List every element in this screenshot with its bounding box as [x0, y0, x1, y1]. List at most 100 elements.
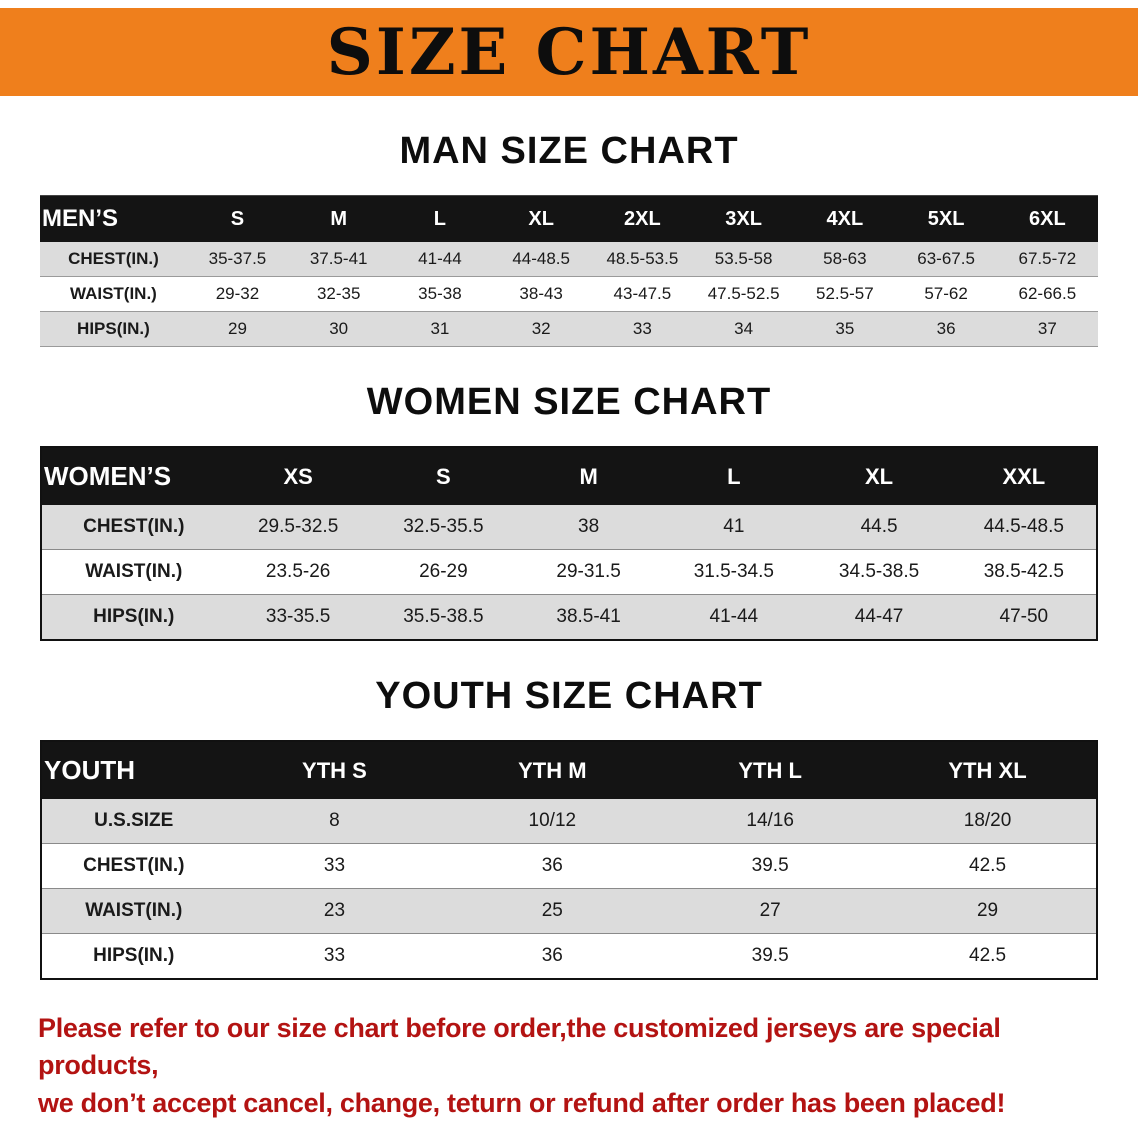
value-cell: 14/16	[661, 799, 880, 844]
value-cell: 38.5-41	[515, 594, 662, 641]
table-row: WAIST(IN.) 29-32 32-35 35-38 38-43 43-47.5 47.…	[40, 276, 1098, 312]
size-header-cell: 3XL	[693, 195, 795, 242]
value-cell: 25	[443, 888, 662, 934]
size-header-cell: L	[661, 447, 807, 505]
value-cell: 41-44	[661, 594, 807, 641]
value-cell: 10/12	[443, 799, 662, 844]
table-header-row: YOUTH YTH S YTH M YTH L YTH XL	[41, 741, 1097, 799]
size-header-cell: XL	[490, 195, 592, 242]
value-cell: 29	[879, 888, 1097, 934]
table-title-cell: YOUTH	[41, 741, 226, 799]
value-cell: 47-50	[951, 594, 1097, 641]
value-cell: 32.5-35.5	[370, 505, 516, 550]
value-cell: 38	[515, 505, 662, 550]
youth-size-section: YOUTH SIZE CHART YOUTH YTH S YTH M YTH L YTH…	[0, 675, 1138, 980]
value-cell: 31	[389, 311, 491, 347]
disclaimer-line-2: we don’t accept cancel, change, teturn o…	[38, 1087, 1006, 1118]
value-cell: 42.5	[879, 933, 1097, 980]
size-table: MEN’S S M L XL 2XL 3XL 4XL 5XL 6XL CHEST(IN.) 35-37…	[40, 195, 1098, 347]
size-header-cell: YTH M	[443, 741, 662, 799]
row-label-cell: CHEST(IN.)	[41, 843, 226, 889]
table-title-cell: MEN’S	[40, 195, 187, 242]
youth-section-heading: YOUTH SIZE CHART	[375, 675, 763, 717]
row-label-cell: HIPS(IN.)	[40, 311, 187, 347]
size-header-cell: M	[515, 447, 662, 505]
row-label-cell: HIPS(IN.)	[41, 594, 226, 641]
value-cell: 52.5-57	[794, 276, 896, 312]
value-cell: 33	[225, 843, 444, 889]
value-cell: 39.5	[661, 933, 880, 980]
value-cell: 44.5	[806, 505, 952, 550]
value-cell: 26-29	[370, 549, 516, 595]
value-cell: 41-44	[389, 242, 491, 277]
value-cell: 35-38	[389, 276, 491, 312]
size-header-cell: M	[288, 195, 390, 242]
value-cell: 57-62	[895, 276, 997, 312]
size-header-cell: 5XL	[895, 195, 997, 242]
size-header-cell: 4XL	[794, 195, 896, 242]
table-row: WAIST(IN.) 23 25 27 29	[41, 888, 1097, 934]
value-cell: 44-47	[806, 594, 952, 641]
value-cell: 63-67.5	[895, 242, 997, 277]
value-cell: 39.5	[661, 843, 880, 889]
size-header-cell: S	[186, 195, 289, 242]
women-size-section: WOMEN SIZE CHART WOMEN’S XS S M L XL XXL CHEST(…	[0, 381, 1138, 641]
value-cell: 48.5-53.5	[591, 242, 693, 277]
size-header-cell: XL	[806, 447, 952, 505]
table-title-cell: WOMEN’S	[41, 447, 226, 505]
value-cell: 58-63	[794, 242, 896, 277]
table-header-row: MEN’S S M L XL 2XL 3XL 4XL 5XL 6XL	[40, 195, 1098, 242]
value-cell: 33	[225, 933, 444, 980]
value-cell: 67.5-72	[996, 242, 1098, 277]
value-cell: 35	[794, 311, 896, 347]
value-cell: 44-48.5	[490, 242, 592, 277]
value-cell: 29-31.5	[515, 549, 662, 595]
value-cell: 27	[661, 888, 880, 934]
table-row: CHEST(IN.) 33 36 39.5 42.5	[41, 843, 1097, 889]
value-cell: 36	[443, 933, 662, 980]
banner-title: SIZE CHART	[326, 14, 812, 90]
value-cell: 34	[693, 311, 795, 347]
table-header-row: WOMEN’S XS S M L XL XXL	[41, 447, 1097, 505]
table-row: U.S.SIZE 8 10/12 14/16 18/20	[41, 799, 1097, 844]
row-label-cell: WAIST(IN.)	[41, 888, 226, 934]
value-cell: 32-35	[288, 276, 390, 312]
value-cell: 33	[591, 311, 693, 347]
table-row: HIPS(IN.) 29 30 31 32 33 34 35 36 37	[40, 311, 1098, 347]
order-disclaimer: Please refer to our size chart before or…	[38, 1010, 1100, 1122]
table-row: HIPS(IN.) 33 36 39.5 42.5	[41, 933, 1097, 980]
table-row: WAIST(IN.) 23.5-26 26-29 29-31.5 31.5-34.5 34…	[41, 549, 1097, 595]
value-cell: 29	[186, 311, 289, 347]
size-header-cell: L	[389, 195, 491, 242]
value-cell: 33-35.5	[225, 594, 371, 641]
size-header-cell: 2XL	[591, 195, 693, 242]
table-row: HIPS(IN.) 33-35.5 35.5-38.5 38.5-41 41-44 44-…	[41, 594, 1097, 641]
youth-size-table: YOUTH YTH S YTH M YTH L YTH XL U.S.SIZE 8 10/12…	[40, 740, 1098, 980]
row-label-cell: WAIST(IN.)	[40, 276, 187, 312]
value-cell: 53.5-58	[693, 242, 795, 277]
value-cell: 44.5-48.5	[951, 505, 1097, 550]
value-cell: 35.5-38.5	[370, 594, 516, 641]
value-cell: 32	[490, 311, 592, 347]
size-header-cell: YTH XL	[879, 741, 1097, 799]
size-header-cell: YTH S	[225, 741, 444, 799]
value-cell: 30	[288, 311, 390, 347]
value-cell: 36	[895, 311, 997, 347]
value-cell: 31.5-34.5	[661, 549, 807, 595]
size-header-cell: YTH L	[661, 741, 880, 799]
row-label-cell: CHEST(IN.)	[40, 242, 187, 277]
men-size-table: MEN’S S M L XL 2XL 3XL 4XL 5XL 6XL CHEST(IN.) 35-37…	[40, 195, 1098, 347]
row-label-cell: WAIST(IN.)	[41, 549, 226, 595]
value-cell: 36	[443, 843, 662, 889]
men-size-section: MAN SIZE CHART MEN’S S M L XL 2XL 3XL 4XL 5XL 6XL…	[0, 130, 1138, 347]
value-cell: 35-37.5	[186, 242, 289, 277]
women-section-heading: WOMEN SIZE CHART	[366, 381, 772, 423]
value-cell: 47.5-52.5	[693, 276, 795, 312]
size-table: WOMEN’S XS S M L XL XXL CHEST(IN.) 29.5-32.5 32.5…	[40, 446, 1098, 641]
value-cell: 29.5-32.5	[225, 505, 371, 550]
value-cell: 23	[225, 888, 444, 934]
size-chart-banner: SIZE CHART	[0, 8, 1138, 96]
value-cell: 38.5-42.5	[951, 549, 1097, 595]
value-cell: 29-32	[186, 276, 289, 312]
value-cell: 42.5	[879, 843, 1097, 889]
